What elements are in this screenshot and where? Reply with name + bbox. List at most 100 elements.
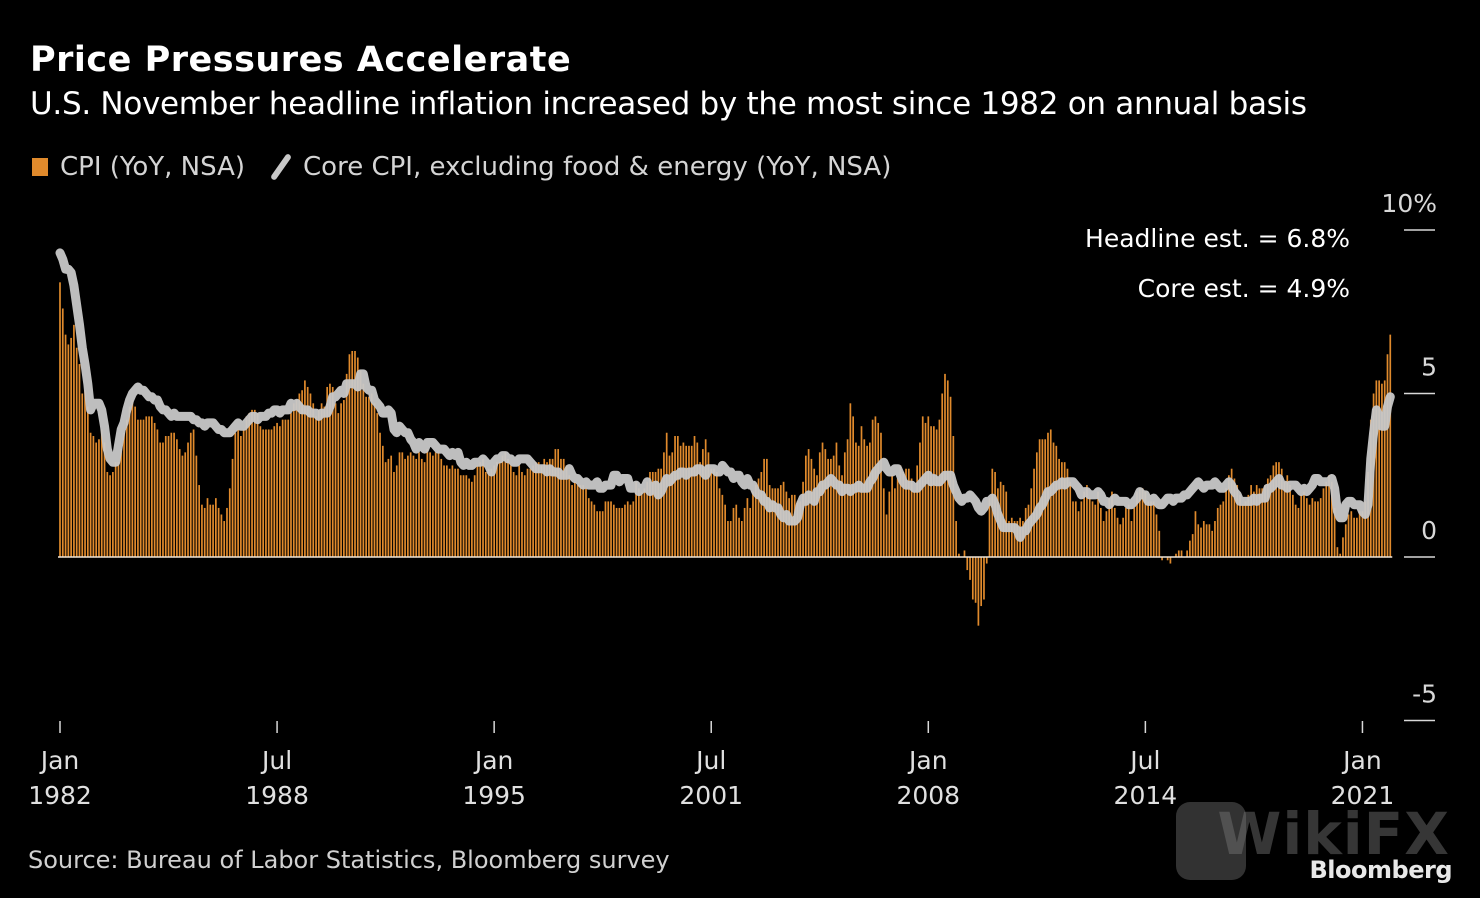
core-cpi-line bbox=[55, 248, 1395, 542]
cpi-bar bbox=[212, 504, 214, 557]
cpi-bar bbox=[1278, 462, 1280, 557]
cpi-bar bbox=[112, 471, 114, 557]
cpi-bar bbox=[1147, 501, 1149, 557]
cpi-bar bbox=[760, 471, 763, 557]
cpi-bar bbox=[1275, 462, 1278, 557]
cpi-bar bbox=[1286, 475, 1289, 557]
cpi-bar bbox=[1105, 511, 1108, 557]
cpi-bar bbox=[1225, 488, 1227, 557]
cpi-bar bbox=[1138, 488, 1141, 557]
core-estimate-annotation: Core est. = 4.9% bbox=[1137, 274, 1350, 303]
cpi-bar bbox=[1264, 485, 1266, 557]
cpi-bar bbox=[340, 403, 342, 557]
x-tick-label: 2021 bbox=[1331, 781, 1395, 810]
cpi-bar bbox=[1289, 485, 1291, 557]
cpi-bar bbox=[643, 488, 646, 557]
chart-subtitle: U.S. November headline inflation increas… bbox=[30, 86, 1307, 122]
cpi-bar bbox=[679, 445, 682, 557]
cpi-bar bbox=[323, 406, 326, 557]
cpi-bar bbox=[1261, 488, 1264, 557]
cpi-bar bbox=[1297, 507, 1300, 557]
cpi-bar bbox=[437, 452, 440, 557]
cpi-bar bbox=[245, 416, 248, 557]
cpi-bar bbox=[1266, 478, 1269, 557]
cpi-bar bbox=[81, 393, 84, 557]
cpi-bar bbox=[649, 471, 651, 557]
cpi-bar bbox=[1353, 517, 1355, 557]
cpi-bar bbox=[585, 488, 587, 557]
cpi-bar bbox=[838, 465, 841, 557]
cpi-bar bbox=[933, 426, 935, 557]
cpi-bar bbox=[215, 498, 217, 557]
cpi-bar bbox=[398, 452, 401, 557]
cpi-bar bbox=[574, 481, 576, 557]
cpi-bar bbox=[543, 458, 546, 557]
cpi-bar bbox=[1258, 488, 1261, 557]
cpi-bar bbox=[824, 449, 827, 557]
x-tick-label: Jan bbox=[473, 746, 514, 775]
cpi-bar bbox=[604, 501, 607, 557]
cpi-bar bbox=[1214, 521, 1216, 557]
cpi-bar bbox=[457, 468, 459, 557]
cpi-bar bbox=[713, 468, 715, 557]
cpi-bar bbox=[404, 458, 406, 557]
cpi-bar bbox=[1328, 475, 1330, 557]
cpi-bar bbox=[1052, 442, 1055, 557]
cpi-bar bbox=[423, 462, 426, 557]
cpi-bar bbox=[974, 557, 977, 603]
cpi-bar bbox=[905, 468, 907, 557]
cpi-bar bbox=[1158, 530, 1161, 557]
cpi-bar bbox=[370, 393, 373, 557]
wikifx-logo-icon bbox=[1176, 802, 1246, 880]
cpi-bar bbox=[988, 498, 991, 557]
cpi-bar bbox=[1080, 501, 1083, 557]
y-tick-label: 5 bbox=[1421, 353, 1437, 382]
cpi-bar bbox=[665, 432, 668, 557]
cpi-bar bbox=[1094, 504, 1097, 557]
cpi-bar bbox=[312, 403, 315, 557]
cpi-bar bbox=[317, 409, 320, 557]
cpi-bar bbox=[1233, 478, 1236, 557]
cpi-bar bbox=[874, 416, 877, 557]
cpi-bar bbox=[601, 511, 604, 557]
cpi-bar bbox=[256, 413, 259, 557]
cpi-bar bbox=[910, 478, 913, 557]
cpi-bar bbox=[476, 465, 479, 557]
cpi-bar bbox=[1375, 380, 1378, 557]
cpi-bar bbox=[248, 413, 251, 557]
x-axis: Jan 1982 Jul 1988 Jan 1995 Jul 2001 Jan 2008 Jul 20… bbox=[28, 721, 1394, 810]
x-tick-label: 2001 bbox=[679, 781, 743, 810]
cpi-bars bbox=[59, 282, 1392, 626]
cpi-bar bbox=[1058, 458, 1060, 557]
cpi-bar bbox=[971, 557, 974, 600]
cpi-bar bbox=[902, 471, 905, 557]
cpi-bar bbox=[167, 436, 170, 557]
cpi-bar bbox=[412, 455, 415, 557]
cpi-bar bbox=[582, 485, 585, 557]
cpi-bar bbox=[877, 422, 880, 557]
cpi-bar bbox=[1211, 530, 1214, 557]
cpi-bar bbox=[251, 409, 253, 557]
cpi-bar bbox=[192, 429, 195, 557]
cpi-bar bbox=[571, 485, 573, 557]
cpi-bar bbox=[1125, 507, 1127, 557]
cpi-bar bbox=[331, 386, 334, 557]
cpi-bar bbox=[888, 491, 891, 557]
cpi-bar bbox=[281, 419, 284, 557]
cpi-bar bbox=[273, 426, 276, 557]
cpi-bar bbox=[418, 452, 420, 557]
cpi-bar bbox=[924, 422, 927, 557]
cpi-bar bbox=[493, 465, 495, 557]
x-tick-label: 1982 bbox=[28, 781, 92, 810]
cpi-bar bbox=[1272, 465, 1275, 557]
cpi-bar bbox=[78, 364, 81, 557]
cpi-bar bbox=[1381, 383, 1383, 557]
cpi-bar bbox=[654, 471, 657, 557]
cpi-bar bbox=[729, 521, 732, 557]
cpi-bar bbox=[1099, 507, 1102, 557]
cpi-bar bbox=[777, 488, 779, 557]
cpi-bar bbox=[343, 400, 345, 557]
cpi-bar bbox=[510, 465, 512, 557]
cpi-bar bbox=[894, 488, 896, 557]
cpi-bar bbox=[930, 426, 932, 557]
